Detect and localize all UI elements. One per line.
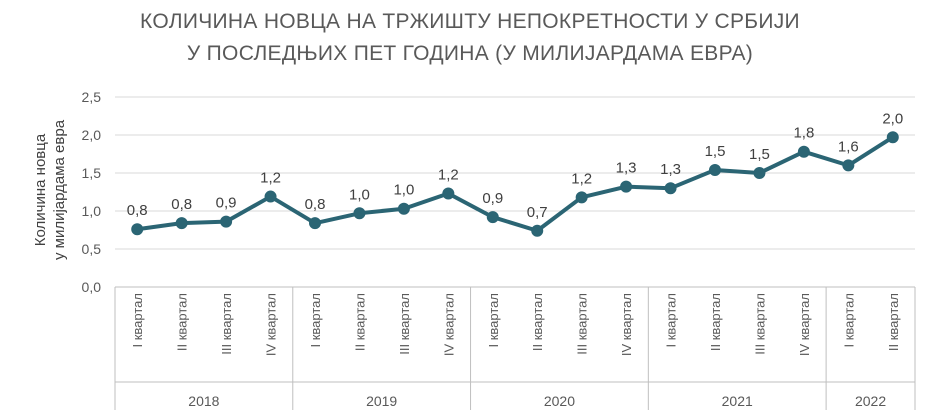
data-label: 1,5 [705, 143, 726, 160]
data-label: 1,2 [260, 170, 281, 187]
data-label: 1,3 [616, 160, 637, 177]
x-tick-label: II квартал [352, 293, 367, 351]
data-label: 1,2 [438, 167, 459, 184]
data-label: 1,0 [349, 186, 370, 203]
year-label: 2019 [366, 393, 397, 409]
chart-title-line-2: У ПОСЛЕДЊИХ ПЕТ ГОДИНА (У МИЛИЈАРДАМА ЕВ… [186, 42, 754, 65]
x-tick-label: IV квартал [619, 293, 634, 356]
data-label: 0,9 [216, 195, 237, 212]
data-label: 1,6 [838, 138, 859, 155]
x-tick-label: II квартал [530, 293, 545, 351]
y-tick-label: 2,5 [82, 89, 102, 105]
data-label: 0,7 [527, 204, 548, 221]
data-label: 0,9 [482, 190, 503, 207]
year-label: 2018 [188, 393, 219, 409]
x-tick-label: I квартал [841, 293, 856, 347]
data-point [309, 217, 321, 230]
y-tick-label: 0,0 [82, 279, 102, 295]
x-tick-label: III квартал [219, 293, 234, 355]
x-tick-label: II квартал [708, 293, 723, 351]
data-point [486, 211, 499, 224]
data-label: 0,8 [305, 196, 326, 213]
x-tick-label: IV квартал [441, 293, 456, 356]
data-label: 1,8 [793, 125, 814, 142]
x-tick-label: III квартал [575, 293, 590, 355]
x-tick-label: III квартал [752, 293, 767, 355]
data-point [664, 182, 677, 195]
data-point [575, 191, 588, 204]
data-point [131, 223, 144, 236]
year-label: 2022 [855, 393, 886, 409]
year-label: 2021 [722, 393, 753, 409]
x-tick-label: IV квартал [264, 293, 279, 356]
x-tick-label: I квартал [308, 293, 323, 347]
y-tick-label: 2,0 [82, 127, 102, 143]
data-point [886, 131, 899, 144]
data-point [220, 215, 233, 228]
data-point [397, 202, 410, 215]
data-point [753, 167, 766, 179]
data-point [175, 217, 188, 230]
data-label: 1,3 [660, 161, 681, 178]
data-label: 2,0 [882, 110, 903, 127]
x-tick-label: II квартал [886, 293, 901, 351]
data-point [842, 159, 855, 172]
data-label: 1,2 [571, 170, 592, 187]
y-tick-label: 0,5 [82, 241, 102, 257]
data-label: 0,8 [127, 202, 148, 219]
x-tick-label: I квартал [664, 293, 679, 347]
x-tick-label: IV квартал [797, 293, 812, 356]
data-point [620, 180, 633, 193]
chart-title-line-1: КОЛИЧИНА НОВЦА НА ТРЖИШТУ НЕПОКРЕТНОСТИ … [140, 10, 800, 33]
series-line [135, 135, 895, 233]
data-point [353, 207, 366, 220]
x-tick-label: I квартал [486, 293, 501, 347]
data-label: 1,5 [749, 146, 770, 163]
year-label: 2020 [544, 393, 575, 409]
data-label: 1,0 [393, 182, 414, 199]
y-tick-label: 1,5 [82, 165, 102, 181]
x-tick-label: I квартал [130, 293, 145, 347]
data-label: 0,8 [171, 196, 192, 213]
data-point [531, 224, 544, 237]
data-point [709, 163, 721, 176]
data-point [797, 145, 810, 158]
data-point [264, 190, 277, 203]
x-tick-label: III квартал [397, 293, 412, 355]
x-tick-label: II квартал [175, 293, 190, 351]
data-point [442, 187, 455, 200]
y-tick-label: 1,0 [82, 203, 102, 219]
